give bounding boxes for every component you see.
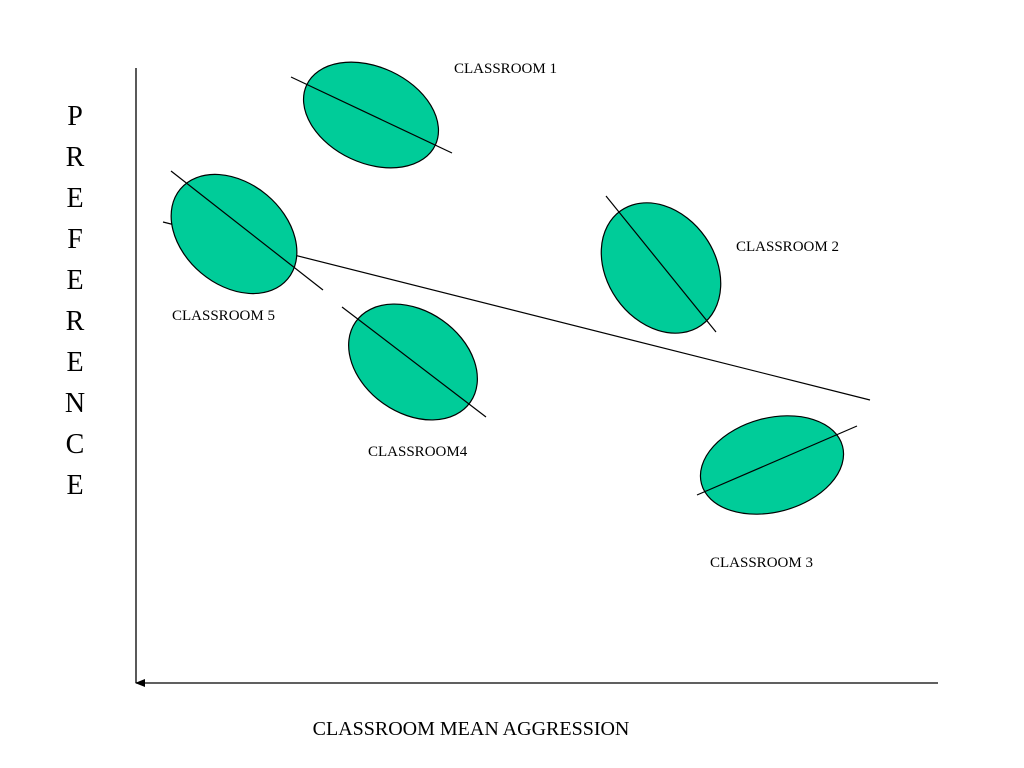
classroom-label: CLASSROOM4 [368, 444, 468, 460]
classroom-ellipse [170, 173, 298, 295]
classroom-trend-line [290, 76, 453, 154]
classroom-trend-line [696, 425, 858, 496]
y-axis-label: PREFERENCE [64, 101, 86, 501]
classroom-label: CLASSROOM 5 [172, 308, 275, 324]
classroom-ellipse [348, 303, 478, 421]
classroom-trend-line [341, 306, 487, 418]
classroom-ellipse [600, 202, 722, 334]
classroom-label: CLASSROOM 1 [454, 61, 557, 77]
classroom-label: CLASSROOM 2 [736, 239, 839, 255]
x-axis-label: CLASSROOM MEAN AGGRESSION [313, 718, 630, 740]
classroom-trend-line [170, 170, 324, 291]
classroom-trend-line [605, 195, 717, 333]
classroom-ellipse [699, 415, 845, 515]
classroom-label: CLASSROOM 3 [710, 555, 813, 571]
